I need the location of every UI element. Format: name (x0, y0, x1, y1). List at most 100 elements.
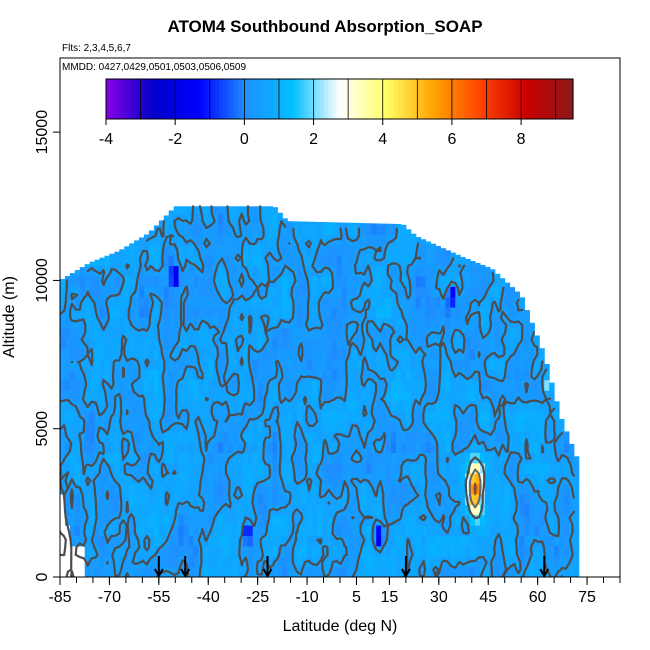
heatmap-cell (425, 545, 432, 557)
heatmap-cell (470, 566, 476, 577)
heatmap-cell (79, 267, 86, 277)
heatmap-cell (366, 504, 372, 516)
heatmap-cell (351, 296, 357, 308)
heatmap-cell (425, 493, 432, 505)
colorbar-segment (421, 79, 426, 119)
heatmap-cell (396, 296, 402, 308)
heatmap-cell (297, 473, 303, 485)
heatmap-cell (158, 265, 165, 277)
heatmap-cell (336, 296, 343, 308)
heatmap-cell (218, 265, 224, 277)
heatmap-cell (455, 452, 461, 464)
heatmap-cell (435, 514, 441, 526)
heatmap-cell (272, 379, 278, 391)
heatmap-cell (198, 421, 204, 433)
heatmap-cell (99, 462, 105, 474)
heatmap-cell (410, 338, 417, 350)
heatmap-cell (257, 338, 264, 350)
heatmap-cell (64, 410, 71, 422)
heatmap-cell (203, 275, 209, 287)
heatmap-cell (232, 244, 239, 256)
colorbar-segment (281, 79, 286, 119)
heatmap-cell (208, 556, 214, 568)
heatmap-cell (460, 359, 466, 370)
heatmap-cell (89, 327, 96, 339)
colorbar-segment (296, 79, 302, 119)
heatmap-cell (564, 566, 570, 577)
heatmap-cell (242, 483, 249, 495)
heatmap-cell (346, 244, 353, 256)
heatmap-cell (489, 390, 496, 402)
heatmap-cell (267, 514, 273, 526)
heatmap-cell (405, 234, 412, 246)
heatmap-cell (336, 255, 343, 267)
heatmap-cell (489, 545, 496, 557)
heatmap-cell (79, 327, 86, 339)
heatmap-cell (89, 410, 96, 422)
heatmap-cell (346, 286, 353, 298)
heatmap-cell (119, 566, 125, 577)
heatmap-cell (134, 421, 140, 433)
heatmap-cell (480, 327, 486, 339)
heatmap-cell (129, 473, 135, 485)
heatmap-cell (410, 348, 417, 360)
heatmap-cell (386, 379, 392, 391)
heatmap-cell (445, 307, 451, 318)
heatmap-cell (435, 275, 441, 287)
heatmap-cell (193, 234, 199, 246)
heatmap-cell (89, 369, 96, 381)
heatmap-cell (218, 483, 224, 495)
heatmap-cell (494, 286, 501, 298)
heatmap-cell (400, 493, 407, 505)
heatmap-cell (232, 535, 239, 547)
heatmap-cell (573, 473, 580, 485)
heatmap-cell (267, 317, 273, 329)
heatmap-cell (509, 462, 516, 474)
heatmap-cell (549, 421, 555, 433)
heatmap-cell (302, 244, 308, 256)
heatmap-cell (292, 338, 298, 350)
heatmap-cell (480, 421, 486, 433)
heatmap-cell (341, 483, 348, 495)
heatmap-cell (109, 307, 115, 318)
heatmap-cell (326, 514, 333, 526)
heatmap-cell (69, 379, 76, 391)
heatmap-cell (262, 348, 269, 360)
heatmap-cell (292, 286, 298, 298)
heatmap-cell (213, 566, 219, 577)
heatmap-cell (74, 400, 81, 412)
colorbar-segment (444, 79, 450, 119)
heatmap-cell (277, 493, 283, 505)
heatmap-cell (410, 452, 417, 464)
colorbar-segment (541, 79, 547, 119)
heatmap-cell (203, 286, 209, 298)
heatmap-cell (470, 514, 476, 526)
heatmap-cell (400, 307, 407, 318)
heatmap-cell (564, 556, 570, 568)
heatmap-cell (178, 390, 185, 402)
heatmap-cell (139, 379, 145, 391)
heatmap-cell (455, 317, 461, 329)
heatmap-cell (139, 275, 145, 287)
heatmap-cell (400, 338, 407, 350)
heatmap-cell (252, 493, 259, 505)
heatmap-cell (489, 493, 496, 505)
heatmap-cell (331, 222, 338, 225)
heatmap-cell (381, 525, 387, 536)
heatmap-cell (405, 493, 412, 505)
heatmap-cell (312, 275, 318, 287)
heatmap-cell (410, 535, 417, 547)
heatmap-cell (366, 348, 372, 360)
heatmap-cell (529, 379, 535, 391)
heatmap-cell (292, 296, 298, 308)
heatmap-cell (213, 234, 219, 246)
heatmap-cell (223, 473, 229, 485)
heatmap-cell (396, 265, 402, 277)
heatmap-cell (247, 390, 254, 402)
heatmap-cell (124, 473, 130, 485)
heatmap-cell (494, 556, 501, 568)
heatmap-cell (84, 535, 91, 547)
heatmap-cell (287, 224, 293, 235)
heatmap-cell (232, 452, 239, 464)
heatmap-cell (84, 410, 91, 422)
